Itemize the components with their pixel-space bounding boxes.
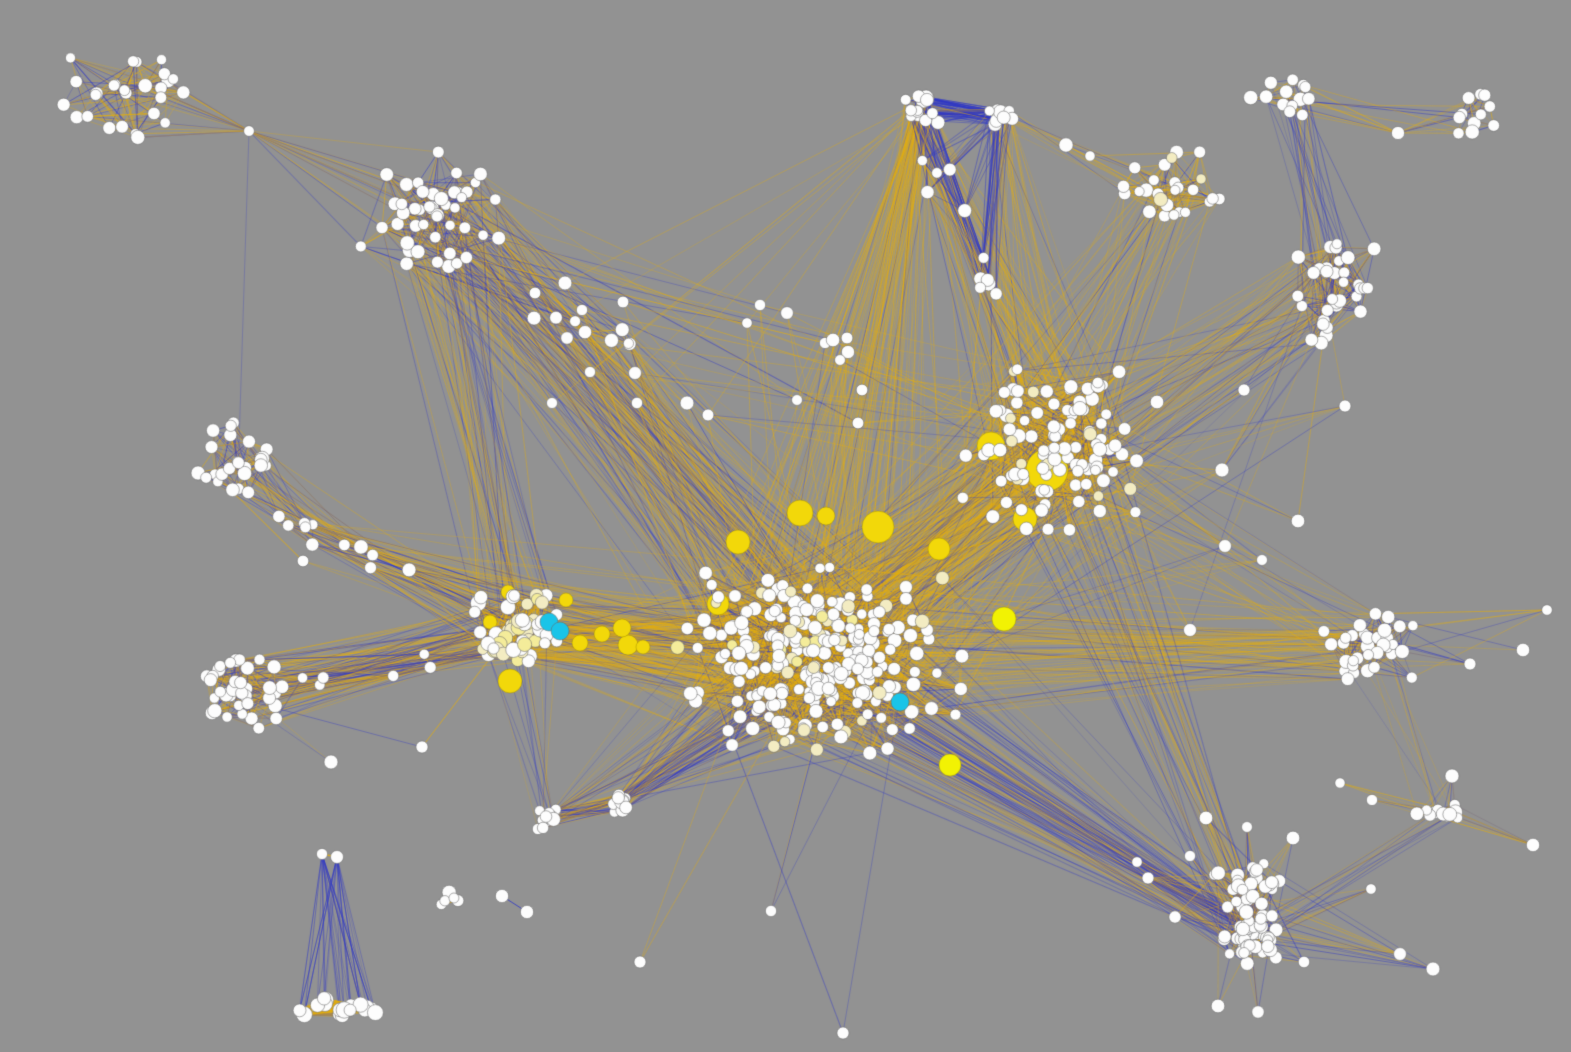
network-graph-canvas[interactable] (0, 0, 1571, 1052)
graph-viewport[interactable] (0, 0, 1571, 1052)
